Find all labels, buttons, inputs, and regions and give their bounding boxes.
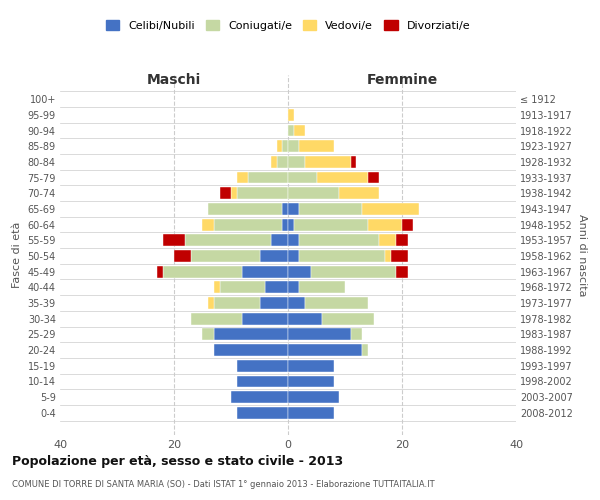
Bar bbox=[242, 266, 288, 278]
Bar bbox=[362, 344, 368, 356]
Bar bbox=[288, 376, 334, 388]
Bar bbox=[288, 124, 294, 136]
Bar bbox=[288, 344, 362, 356]
Bar bbox=[288, 203, 299, 215]
Bar bbox=[236, 407, 288, 418]
Bar bbox=[350, 156, 356, 168]
Bar bbox=[305, 156, 351, 168]
Bar bbox=[311, 266, 397, 278]
Bar bbox=[231, 188, 236, 199]
Y-axis label: Anni di nascita: Anni di nascita bbox=[577, 214, 587, 296]
Bar bbox=[163, 234, 185, 246]
Bar bbox=[271, 156, 277, 168]
Bar bbox=[163, 266, 242, 278]
Bar bbox=[368, 172, 379, 183]
Bar bbox=[271, 234, 288, 246]
Y-axis label: Fasce di età: Fasce di età bbox=[12, 222, 22, 288]
Bar bbox=[214, 218, 283, 230]
Bar bbox=[214, 297, 260, 309]
Bar bbox=[288, 218, 294, 230]
Bar bbox=[220, 282, 265, 293]
Text: Femmine: Femmine bbox=[367, 72, 437, 86]
Bar bbox=[288, 188, 340, 199]
Bar bbox=[288, 282, 299, 293]
Bar bbox=[174, 250, 191, 262]
Bar bbox=[191, 250, 260, 262]
Bar bbox=[322, 313, 373, 324]
Bar bbox=[397, 266, 408, 278]
Bar bbox=[248, 172, 288, 183]
Bar bbox=[362, 203, 419, 215]
Bar bbox=[283, 218, 288, 230]
Bar bbox=[288, 407, 334, 418]
Text: Popolazione per età, sesso e stato civile - 2013: Popolazione per età, sesso e stato civil… bbox=[12, 455, 343, 468]
Bar bbox=[391, 250, 408, 262]
Bar bbox=[288, 297, 305, 309]
Text: Maschi: Maschi bbox=[147, 72, 201, 86]
Bar bbox=[299, 234, 379, 246]
Bar bbox=[191, 313, 242, 324]
Bar bbox=[385, 250, 391, 262]
Bar bbox=[236, 172, 248, 183]
Bar bbox=[214, 344, 288, 356]
Bar bbox=[288, 156, 305, 168]
Bar bbox=[236, 360, 288, 372]
Bar bbox=[277, 156, 288, 168]
Bar bbox=[299, 250, 385, 262]
Bar bbox=[288, 172, 317, 183]
Bar bbox=[305, 297, 368, 309]
Bar bbox=[368, 218, 402, 230]
Bar bbox=[288, 328, 350, 340]
Bar bbox=[202, 328, 214, 340]
Bar bbox=[260, 297, 288, 309]
Bar bbox=[299, 282, 345, 293]
Bar bbox=[288, 313, 322, 324]
Bar bbox=[220, 188, 231, 199]
Bar bbox=[317, 172, 368, 183]
Bar bbox=[379, 234, 397, 246]
Bar bbox=[294, 124, 305, 136]
Bar bbox=[402, 218, 413, 230]
Bar bbox=[288, 109, 294, 121]
Bar bbox=[299, 203, 362, 215]
Bar bbox=[236, 376, 288, 388]
Bar bbox=[299, 140, 334, 152]
Bar bbox=[288, 266, 311, 278]
Bar bbox=[231, 391, 288, 403]
Bar bbox=[208, 297, 214, 309]
Bar bbox=[236, 188, 288, 199]
Bar bbox=[288, 140, 299, 152]
Bar bbox=[265, 282, 288, 293]
Bar bbox=[340, 188, 379, 199]
Bar bbox=[214, 282, 220, 293]
Bar bbox=[397, 234, 408, 246]
Bar bbox=[185, 234, 271, 246]
Bar bbox=[294, 218, 368, 230]
Text: COMUNE DI TORRE DI SANTA MARIA (SO) - Dati ISTAT 1° gennaio 2013 - Elaborazione : COMUNE DI TORRE DI SANTA MARIA (SO) - Da… bbox=[12, 480, 434, 489]
Bar bbox=[283, 140, 288, 152]
Bar bbox=[350, 328, 362, 340]
Bar bbox=[288, 234, 299, 246]
Bar bbox=[214, 328, 288, 340]
Bar bbox=[260, 250, 288, 262]
Bar bbox=[202, 218, 214, 230]
Bar bbox=[288, 391, 340, 403]
Bar bbox=[283, 203, 288, 215]
Bar bbox=[157, 266, 163, 278]
Bar bbox=[288, 250, 299, 262]
Bar bbox=[277, 140, 283, 152]
Legend: Celibi/Nubili, Coniugati/e, Vedovi/e, Divorziati/e: Celibi/Nubili, Coniugati/e, Vedovi/e, Di… bbox=[101, 16, 475, 35]
Bar bbox=[208, 203, 283, 215]
Bar bbox=[288, 360, 334, 372]
Bar bbox=[242, 313, 288, 324]
